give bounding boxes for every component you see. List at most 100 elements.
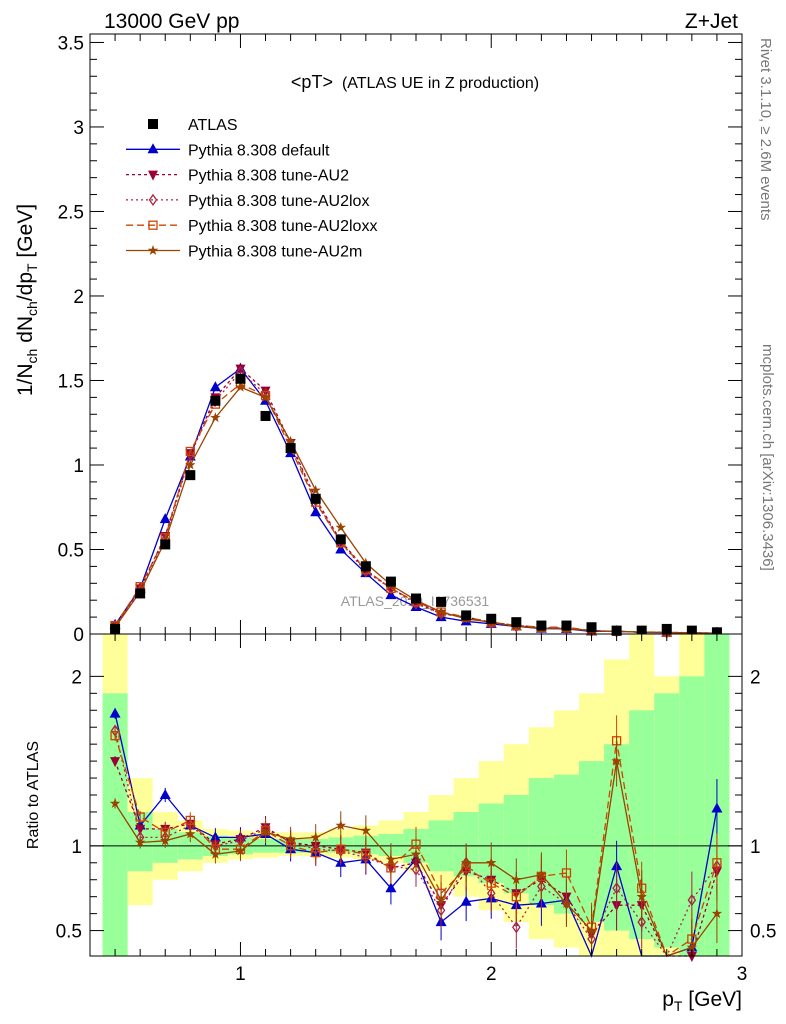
data-point	[712, 858, 722, 868]
data-point	[235, 381, 246, 392]
data-point	[285, 833, 296, 844]
y-tick-label: 2	[73, 287, 84, 308]
data-point	[686, 625, 697, 636]
data-point	[586, 925, 597, 935]
data-point	[536, 869, 547, 880]
data-point	[160, 835, 171, 846]
data-point	[185, 815, 195, 826]
header-left: 13000 GeV pp	[104, 10, 239, 33]
ratio-y-tick-label-right: 0.5	[750, 922, 776, 943]
data-point	[210, 848, 221, 859]
data-point	[360, 825, 372, 835]
data-point	[235, 364, 246, 375]
data-point	[148, 119, 158, 129]
data-point	[310, 484, 321, 495]
data-point	[686, 942, 698, 952]
legend-label: Pythia 8.308 tune-AU2loxx	[188, 218, 377, 235]
data-point	[436, 596, 447, 607]
data-point	[561, 898, 572, 908]
plot-title-sub: (ATLAS UE in Z production)	[342, 75, 539, 92]
data-point	[611, 755, 622, 766]
rivet-label: Rivet 3.1.10, ≥ 2.6M events	[757, 38, 774, 221]
x-tick-label: 1	[235, 964, 246, 985]
data-point	[310, 493, 321, 504]
data-point	[310, 506, 322, 517]
data-point	[285, 435, 296, 446]
legend-label: Pythia 8.308 tune-AU2m	[188, 244, 362, 261]
ratio-series-4	[109, 735, 723, 957]
ratio-y-tick-label-right: 2	[750, 667, 761, 688]
data-point	[110, 623, 121, 634]
legend-label: Pythia 8.308 default	[188, 142, 330, 159]
data-point	[661, 623, 672, 634]
data-point	[460, 895, 472, 906]
legend-label: Pythia 8.308 tune-AU2	[188, 168, 349, 185]
data-point	[461, 610, 472, 621]
data-point	[637, 915, 646, 929]
data-point	[134, 837, 146, 847]
data-point	[511, 617, 522, 628]
data-point	[711, 802, 723, 813]
data-point	[612, 882, 621, 895]
data-point	[411, 593, 421, 604]
legend-entry: Pythia 8.308 tune-AU2	[126, 168, 349, 185]
data-point	[711, 908, 723, 919]
data-point	[636, 891, 647, 902]
ratio-series	[109, 707, 723, 962]
data-point	[410, 848, 422, 859]
data-point	[512, 921, 521, 934]
data-point	[185, 459, 196, 470]
x-tick-label: 3	[737, 964, 748, 985]
main-panel: 00.511.522.533.5 ATLAS_2019_I1736531 <pT…	[58, 33, 743, 646]
data-point	[360, 561, 371, 572]
main-series	[109, 362, 723, 640]
data-point	[486, 857, 497, 868]
data-point	[335, 522, 346, 532]
data-point	[110, 731, 120, 741]
data-point	[460, 857, 472, 868]
data-point	[160, 539, 171, 550]
legend-label: Pythia 8.308 tune-AU2lox	[188, 193, 369, 210]
legend-entry: Pythia 8.308 default	[126, 142, 330, 159]
legend-entry: Pythia 8.308 tune-AU2m	[126, 244, 362, 261]
ratio-bands	[102, 634, 730, 956]
data-point	[147, 245, 159, 255]
data-point	[611, 625, 622, 636]
data-point	[148, 193, 158, 207]
data-point	[148, 170, 158, 181]
y-tick-label: 1.5	[58, 371, 84, 392]
data-point	[135, 824, 146, 835]
data-point	[511, 874, 522, 885]
data-point	[336, 844, 346, 854]
data-point	[185, 449, 196, 460]
ratio-y-tick-label: 2	[71, 667, 82, 688]
data-point	[435, 606, 447, 617]
plot-title: <pT> (ATLAS UE in Z production)	[291, 72, 539, 92]
data-point	[536, 620, 547, 631]
data-point	[110, 757, 121, 768]
ratio-y-tick-label: 1	[71, 837, 82, 858]
data-point	[260, 391, 271, 402]
data-point	[135, 588, 146, 599]
ratio-y-axis: 0.5 0.5 1 1 2 2	[56, 667, 777, 942]
y-tick-label: 1	[73, 456, 84, 477]
ratio-x-axis: 1 2 3	[114, 634, 748, 985]
legend-entry: Pythia 8.308 tune-AU2loxx	[126, 218, 377, 235]
data-point	[361, 849, 371, 859]
y-axis-title-ratio: Ratio to ATLAS	[25, 741, 42, 849]
data-point	[159, 513, 171, 524]
data-point	[109, 707, 121, 718]
data-point	[235, 373, 246, 384]
data-point	[159, 789, 171, 799]
data-point	[411, 863, 421, 876]
data-point	[561, 620, 572, 631]
y-tick-label: 2.5	[58, 202, 84, 223]
data-point	[185, 470, 196, 481]
data-point	[310, 831, 321, 842]
data-point	[235, 845, 246, 856]
legend: ATLAS Pythia 8.308 default Pythia 8.308 tu…	[126, 117, 377, 261]
data-point	[335, 820, 346, 830]
data-point	[260, 826, 271, 837]
band-inner	[579, 761, 605, 923]
